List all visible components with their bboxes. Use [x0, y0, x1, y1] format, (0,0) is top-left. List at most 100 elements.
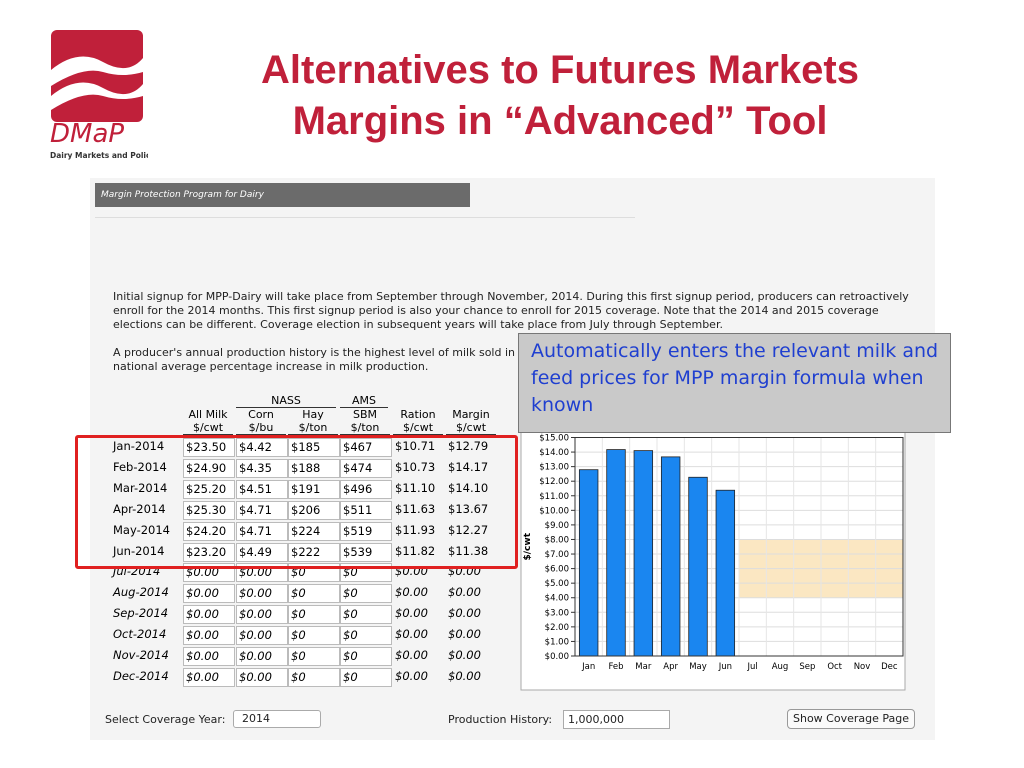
table-cell: $511: [340, 500, 392, 520]
table-cell: $4.42: [236, 438, 288, 457]
table-cell: $11.93: [395, 522, 436, 537]
table-cell: $4.71: [236, 521, 288, 541]
table-cell: $0: [340, 626, 392, 646]
x-tick-label: Aug: [772, 662, 789, 672]
column-unit: $/cwt: [446, 421, 496, 435]
table-cell: $14.10: [448, 480, 489, 495]
x-tick-label: Jul: [747, 662, 758, 672]
table-cell: $467: [340, 438, 392, 457]
bar: [688, 476, 708, 657]
table-cell: $0: [288, 667, 340, 687]
table-cell: $0.00: [448, 668, 481, 683]
y-tick-label: $10.00: [539, 506, 569, 516]
table-cell: $0.00: [448, 585, 481, 600]
table-cell: $0.00: [236, 605, 288, 625]
y-tick-label: $4.00: [545, 594, 569, 604]
table-cell: $0.00: [236, 626, 288, 646]
x-tick-label: Feb: [608, 662, 623, 672]
month: Dec-2014: [113, 668, 169, 683]
group-header: AMS: [340, 394, 388, 408]
month: Jan-2014: [113, 439, 165, 453]
table-cell: $0: [340, 605, 392, 625]
table-cell: $185: [288, 438, 340, 457]
table-cell: $11.10: [395, 480, 436, 495]
bar: [633, 450, 654, 657]
column-unit: $/bu: [236, 421, 286, 435]
table-cell: $0.00: [395, 606, 428, 621]
table-cell: $188: [288, 458, 340, 478]
callout: Automatically enters the relevant milk a…: [518, 333, 951, 433]
title: Margins in “Advanced” Tool: [292, 99, 828, 143]
y-tick-label: $9.00: [545, 521, 569, 531]
table-cell: $12.79: [448, 439, 489, 453]
panel-title: Margin Protection Program for Dairy: [95, 183, 470, 207]
bar: [660, 456, 681, 657]
month: Sep-2014: [113, 606, 169, 621]
table-cell: $519: [340, 521, 392, 541]
month: Nov-2014: [113, 648, 169, 662]
table-cell: $24.20: [183, 521, 235, 541]
table-cell: $13.67: [448, 501, 489, 516]
table-cell: $0.00: [395, 585, 428, 600]
x-tick-label: Jan: [581, 662, 595, 672]
table-cell: $25.20: [183, 479, 235, 499]
column-unit: $/ton: [288, 421, 338, 435]
x-tick-label: Sep: [799, 662, 815, 672]
table-cell: $0.00: [236, 584, 288, 604]
x-tick-label: Nov: [854, 662, 871, 672]
table-cell: $11.38: [448, 543, 489, 558]
table-cell: $0.00: [236, 667, 288, 687]
y-tick-label: $1.00: [545, 637, 569, 647]
x-tick-label: Dec: [881, 662, 898, 672]
history-input[interactable]: 1,000,000: [563, 710, 670, 729]
table-cell: $496: [340, 479, 392, 499]
y-tick-label: $13.00: [539, 463, 569, 473]
column-header: Ration: [400, 408, 436, 421]
bar: [606, 449, 626, 657]
table-cell: $0.00: [395, 627, 428, 642]
column-header: All Milk: [188, 408, 228, 421]
month: Mar-2014: [113, 480, 168, 495]
plot-frame: [574, 437, 904, 657]
table-cell: $24.90: [183, 458, 235, 478]
history-label: Production History:: [448, 713, 553, 726]
month: Feb-2014: [113, 459, 167, 474]
column-header: Corn: [248, 408, 274, 421]
table-cell: $539: [340, 542, 392, 562]
table-cell: $23.20: [183, 542, 235, 562]
divider: [95, 217, 635, 218]
y-tick-label: $15.00: [539, 434, 569, 444]
logo-name: DMaP: [50, 119, 124, 149]
month: Jun-2014: [113, 543, 165, 558]
table-cell: $25.30: [183, 500, 235, 520]
y-axis-label: $/cwt: [523, 532, 533, 560]
year-select[interactable]: 2014: [233, 710, 321, 728]
table-cell: $10.71: [395, 439, 436, 453]
table-cell: $0: [288, 647, 340, 666]
table-cell: $206: [288, 500, 340, 520]
table-cell: $191: [288, 479, 340, 499]
y-tick-label: $8.00: [545, 535, 569, 545]
table-cell: $4.71: [236, 500, 288, 520]
month: May-2014: [113, 522, 170, 537]
table-cell: $224: [288, 521, 340, 541]
y-tick-label: $5.00: [545, 579, 569, 589]
y-tick-label: $12.00: [539, 477, 569, 487]
table-cell: $0.00: [183, 605, 235, 625]
table-cell: $0.00: [236, 647, 288, 666]
column-header: Hay: [302, 408, 324, 421]
y-tick-label: $2.00: [545, 623, 569, 633]
column-unit: $/ton: [340, 421, 390, 435]
month: Aug-2014: [113, 585, 169, 600]
table-cell: $12.27: [448, 522, 489, 537]
y-tick-label: $6.00: [545, 565, 569, 575]
y-tick-label: $7.00: [545, 550, 569, 560]
table-cell: $222: [288, 542, 340, 562]
coverage-button[interactable]: Show Coverage Page: [787, 709, 915, 729]
y-tick-label: $14.00: [539, 448, 569, 458]
column-header: Margin: [452, 408, 490, 421]
table-cell: $0: [288, 605, 340, 625]
table-cell: $0: [340, 667, 392, 687]
